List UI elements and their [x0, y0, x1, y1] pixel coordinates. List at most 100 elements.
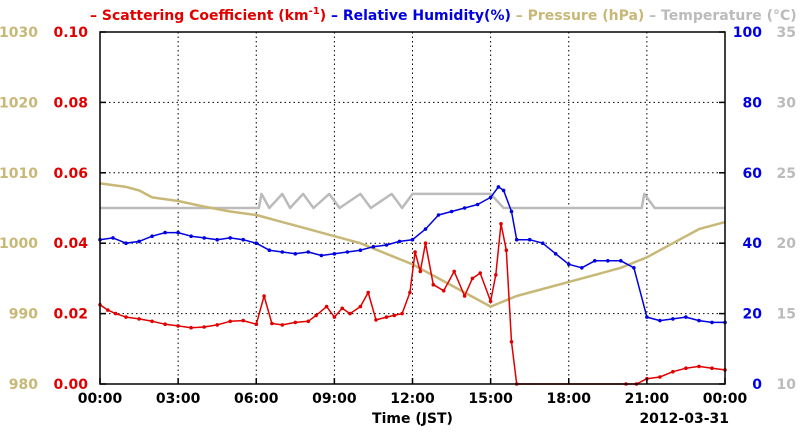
scattering-point	[494, 273, 498, 277]
x-tick-label: 12:00	[390, 391, 435, 407]
scattering-point	[270, 321, 274, 326]
humidity-point	[671, 317, 675, 321]
humidity-point	[202, 236, 206, 240]
scattering-point	[215, 323, 219, 327]
humidity-point	[397, 239, 402, 244]
temperature-tick-label: 20	[777, 236, 797, 252]
humidity-point	[658, 318, 662, 323]
scattering-tick-label: 0.06	[53, 166, 88, 182]
humidity-point	[371, 244, 376, 249]
humidity-point	[384, 243, 389, 247]
humidity-point	[501, 188, 506, 193]
humidity-point	[189, 234, 193, 238]
temperature-tick-label: 15	[777, 307, 796, 323]
humidity-point	[228, 236, 232, 240]
x-tick-label: 09:00	[312, 391, 357, 407]
humidity-tick-label: 60	[743, 166, 763, 182]
pressure-tick-label: 1030	[0, 25, 38, 41]
series-humidity	[98, 185, 727, 325]
scattering-tick-label: 0.00	[53, 377, 88, 393]
x-tick-label: 00:00	[703, 391, 748, 407]
scattering-point	[400, 311, 404, 316]
scattering-point	[418, 269, 423, 274]
humidity-point	[462, 206, 467, 210]
scattering-point	[384, 315, 389, 319]
scattering-point	[441, 288, 446, 293]
scattering-point	[697, 364, 701, 369]
scattering-point	[658, 375, 662, 379]
humidity-point	[111, 236, 115, 240]
humidity-point	[580, 266, 584, 270]
x-tick-label: 00:00	[78, 391, 123, 407]
legend-entry-suffix: )	[320, 8, 326, 24]
pressure-tick-label: 1010	[0, 166, 38, 182]
scattering-point	[113, 311, 118, 316]
scattering-point	[684, 366, 688, 371]
humidity-point	[645, 315, 649, 319]
humidity-tick-label: 80	[743, 95, 763, 111]
scattering-point	[324, 304, 329, 309]
scattering-point	[262, 294, 266, 298]
humidity-point	[267, 248, 272, 252]
scattering-point	[366, 290, 371, 295]
scattering-point	[280, 323, 285, 327]
scattering-point	[228, 319, 232, 324]
humidity-point	[606, 259, 610, 263]
scattering-point	[392, 313, 397, 318]
scattering-point	[470, 276, 475, 281]
humidity-point	[215, 237, 219, 242]
scattering-point	[106, 308, 110, 312]
humidity-point	[632, 266, 636, 270]
humidity-point	[593, 259, 597, 263]
scattering-line	[99, 223, 726, 385]
humidity-point	[423, 227, 428, 231]
humidity-point	[710, 320, 714, 325]
humidity-point	[137, 239, 141, 244]
chart-axes: 98099010001010102010300.000.020.040.060.…	[0, 25, 796, 407]
x-axis-label: Time (JST)	[372, 411, 453, 427]
humidity-point	[540, 241, 545, 245]
legend-entry: – Relative Humidity(%)	[326, 8, 511, 24]
scattering-point	[671, 369, 675, 374]
humidity-point	[176, 230, 180, 235]
scattering-point	[358, 304, 363, 309]
scattering-point	[408, 290, 412, 295]
scattering-point	[478, 271, 483, 275]
scattering-tick-label: 0.04	[53, 236, 88, 252]
humidity-point	[280, 250, 285, 254]
legend-entry: – Scattering Coefficient (km	[90, 8, 309, 24]
temperature-tick-label: 25	[777, 166, 796, 182]
scattering-tick-label: 0.10	[53, 25, 88, 41]
temperature-tick-label: 35	[777, 25, 796, 41]
scattering-point	[340, 306, 345, 311]
pressure-tick-label: 1000	[0, 236, 38, 252]
humidity-point	[697, 318, 701, 323]
humidity-tick-label: 40	[743, 236, 763, 252]
series-pressure	[99, 182, 726, 308]
temperature-tick-label: 10	[777, 377, 797, 393]
scattering-point	[254, 322, 259, 327]
humidity-point	[332, 252, 337, 256]
scattering-point	[499, 222, 503, 226]
x-tick-label: 03:00	[156, 391, 201, 407]
scattering-point	[163, 322, 167, 327]
scattering-point	[293, 320, 298, 325]
pressure-tick-label: 980	[9, 377, 38, 393]
series-temperature	[100, 192, 725, 210]
scattering-point	[241, 318, 245, 323]
humidity-point	[475, 202, 480, 207]
scattering-point	[504, 248, 509, 252]
scattering-tick-label: 0.08	[53, 95, 88, 111]
scattering-point	[176, 324, 180, 328]
humidity-point	[150, 234, 154, 238]
x-tick-label: 06:00	[234, 391, 279, 407]
legend-text: – Scattering Coefficient (km-1) – Relati…	[90, 6, 797, 24]
scattering-point	[413, 250, 417, 254]
x-tick-label: 15:00	[468, 391, 513, 407]
date-label: 2012-03-31	[639, 411, 729, 427]
humidity-point	[345, 250, 350, 254]
legend-entry: – Pressure (hPa)	[511, 8, 644, 24]
pressure-tick-label: 1020	[0, 95, 38, 111]
humidity-point	[509, 209, 514, 214]
humidity-point	[306, 250, 311, 254]
